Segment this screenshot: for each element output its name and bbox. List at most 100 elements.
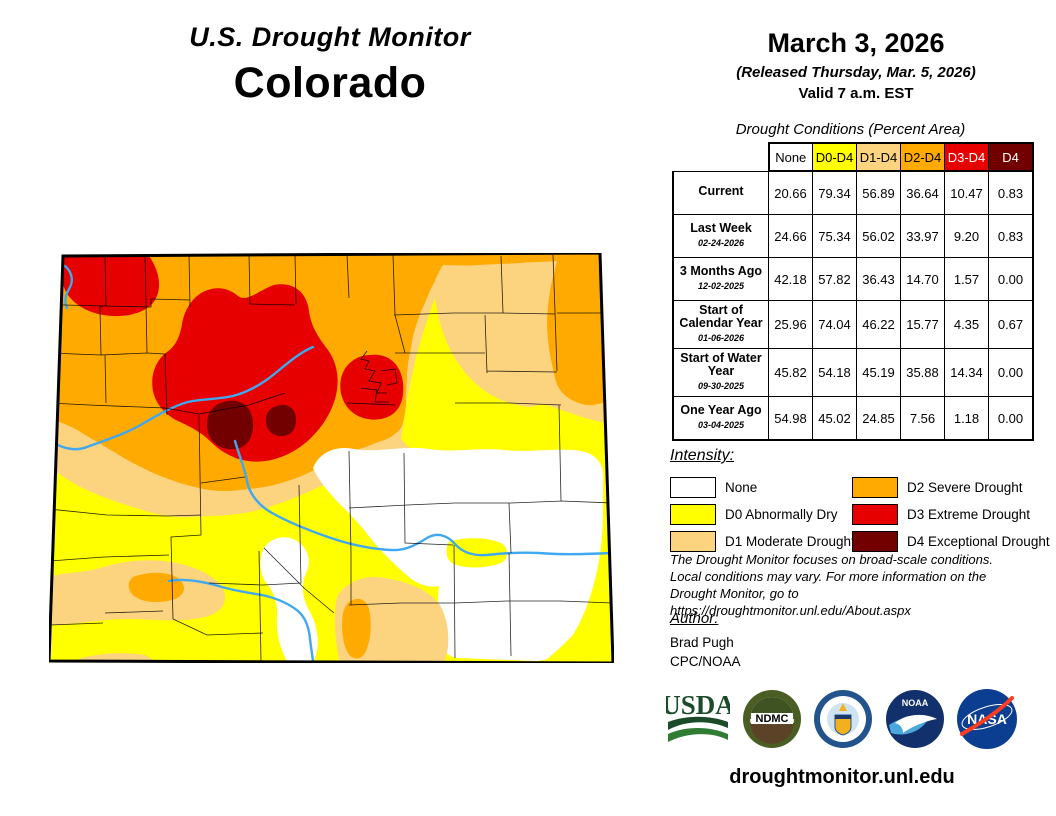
- river-lines: [54, 264, 613, 663]
- row-label: Last Week: [690, 221, 752, 235]
- author-name: Brad Pugh: [670, 635, 734, 650]
- d0-swatch: [670, 504, 716, 525]
- col-header-d2d4: D2-D4: [900, 142, 945, 172]
- value-cell: 56.02: [856, 214, 901, 258]
- author-block: Author: Brad Pugh CPC/NOAA: [670, 610, 741, 671]
- legend-label: D1 Moderate Drought: [725, 534, 855, 549]
- table-corner-cell: [673, 143, 769, 171]
- legend-item-d1: D1 Moderate Drought: [670, 528, 855, 555]
- value-cell: 4.35: [944, 300, 989, 349]
- col-header-d3d4: D3-D4: [944, 142, 989, 172]
- value-cell: 45.19: [856, 348, 901, 397]
- legend-label: D2 Severe Drought: [907, 480, 1023, 495]
- disclaimer-line: Drought Monitor, go to https://droughtmo…: [670, 586, 911, 618]
- county-boundaries: [49, 253, 613, 662]
- value-cell: 0.83: [988, 214, 1034, 258]
- agency-logos: USDA NDMC NOAA N: [666, 688, 1018, 750]
- legend-label: D0 Abnormally Dry: [725, 507, 838, 522]
- value-cell: 74.04: [812, 300, 857, 349]
- row-date: 03-04-2025: [697, 420, 745, 430]
- legend-item-d0: D0 Abnormally Dry: [670, 501, 852, 528]
- river-rio-grande: [167, 578, 315, 663]
- map-date: March 3, 2026: [767, 28, 945, 58]
- table-row-one-year-ago: One Year Ago 03-04-2025 54.98 45.02 24.85…: [672, 396, 1034, 441]
- col-header-d4: D4: [988, 142, 1034, 172]
- value-cell: 57.82: [812, 257, 857, 301]
- value-cell: 56.89: [856, 170, 901, 215]
- value-cell: 14.34: [944, 348, 989, 397]
- row-label: Current: [698, 184, 744, 199]
- value-cell: 0.00: [988, 257, 1034, 301]
- d0-patch: [446, 538, 507, 568]
- table-caption: Drought Conditions (Percent Area): [735, 121, 966, 138]
- legend-label: D4 Exceptional Drought: [907, 534, 1050, 549]
- author-org: CPC/NOAA: [670, 654, 741, 669]
- value-cell: 45.02: [812, 396, 857, 441]
- d1-swatch: [670, 531, 716, 552]
- d2-crescent-south: [342, 598, 371, 659]
- value-cell: 10.47: [944, 170, 989, 215]
- value-cell: 0.83: [988, 170, 1034, 215]
- legend-label: None: [725, 480, 758, 495]
- value-cell: 0.67: [988, 300, 1034, 349]
- value-cell: 1.57: [944, 257, 989, 301]
- none-swatch: [670, 477, 716, 498]
- d4-swatch: [852, 531, 898, 552]
- value-cell: 36.64: [900, 170, 945, 215]
- commerce-seal-logo: [814, 690, 872, 748]
- legend-item-d3: D3 Extreme Drought: [852, 501, 1050, 528]
- col-header-d0d4: D0-D4: [812, 142, 857, 172]
- svg-text:NDMC: NDMC: [755, 713, 788, 725]
- table-row-current: Current 20.66 79.34 56.89 36.64 10.47 0.…: [672, 170, 1034, 215]
- row-label: 3 Months Ago: [679, 264, 763, 278]
- row-date: 02-24-2026: [697, 238, 745, 248]
- table-row-3-months-ago: 3 Months Ago 12-02-2025 42.18 57.82 36.43…: [672, 257, 1034, 301]
- col-header-none: None: [767, 142, 813, 172]
- d4-region-west: [206, 400, 254, 450]
- value-cell: 33.97: [900, 214, 945, 258]
- value-cell: 75.34: [812, 214, 857, 258]
- value-cell: 15.77: [900, 300, 945, 349]
- value-cell: 0.00: [988, 396, 1034, 441]
- disclaimer-text: The Drought Monitor focuses on broad-sca…: [670, 551, 1040, 619]
- row-label: One Year Ago: [680, 403, 762, 417]
- value-cell: 42.18: [768, 257, 813, 301]
- row-label: Start of Calendar Year: [679, 303, 763, 330]
- noaa-logo: NOAA: [885, 690, 944, 748]
- col-header-d1d4: D1-D4: [856, 142, 901, 172]
- valid-time: Valid 7 a.m. EST: [798, 85, 914, 102]
- value-cell: 54.18: [812, 348, 857, 397]
- d3-region-east: [340, 354, 404, 420]
- value-cell: 79.34: [812, 170, 857, 215]
- table-row-last-week: Last Week 02-24-2026 24.66 75.34 56.02 33…: [672, 214, 1034, 258]
- d2-core-sw: [128, 572, 184, 603]
- table-row-start-calendar-year: Start of Calendar Year 01-06-2026 25.96 7…: [672, 300, 1034, 349]
- value-cell: 9.20: [944, 214, 989, 258]
- value-cell: 0.00: [988, 348, 1034, 397]
- ndmc-logo: NDMC: [742, 690, 801, 748]
- svg-text:NOAA: NOAA: [901, 698, 928, 708]
- value-cell: 45.82: [768, 348, 813, 397]
- usda-logo: USDA: [666, 690, 730, 742]
- value-cell: 20.66: [768, 170, 813, 215]
- title-block: U.S. Drought Monitor Colorado: [130, 22, 530, 108]
- d0-wedge: [401, 298, 549, 455]
- legend-item-d2: D2 Severe Drought: [852, 474, 1050, 501]
- intensity-legend: Intensity: None D0 Abnormally Dry D1 Mod…: [670, 447, 1050, 555]
- river-nw: [63, 264, 73, 310]
- disclaimer-line: Local conditions may vary. For more info…: [670, 569, 987, 584]
- value-cell: 1.18: [944, 396, 989, 441]
- date-block: March 3, 2026 (Released Thursday, Mar. 5…: [700, 28, 1012, 102]
- river-colorado: [54, 345, 315, 451]
- legend-item-none: None: [670, 474, 852, 501]
- state-name: Colorado: [233, 59, 427, 107]
- value-cell: 35.88: [900, 348, 945, 397]
- value-cell: 46.22: [856, 300, 901, 349]
- value-cell: 54.98: [768, 396, 813, 441]
- d2-swatch: [852, 477, 898, 498]
- nasa-logo: NASA: [957, 689, 1017, 749]
- table-row-start-water-year: Start of Water Year 09-30-2025 45.82 54.1…: [672, 348, 1034, 397]
- svg-text:USDA: USDA: [666, 690, 730, 720]
- site-url[interactable]: droughtmonitor.unl.edu: [729, 766, 955, 788]
